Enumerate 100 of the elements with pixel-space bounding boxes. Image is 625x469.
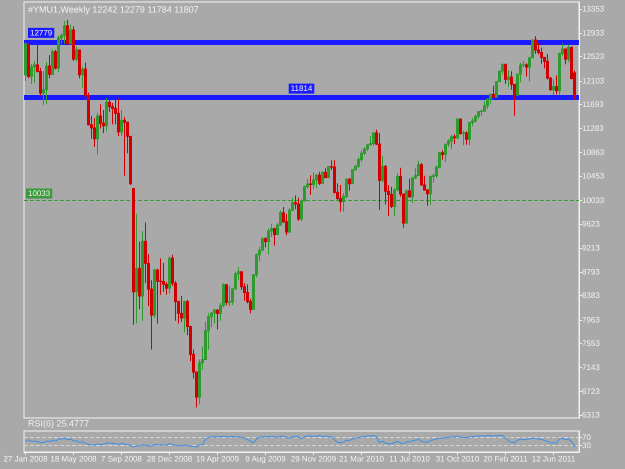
candlestick [324, 168, 327, 179]
candlestick [153, 268, 156, 318]
candlestick [309, 174, 312, 196]
candlestick [99, 104, 102, 129]
y-tick-label: 11283 [582, 124, 604, 133]
y-tick-label: 13353 [582, 4, 605, 14]
candlestick [555, 74, 558, 95]
candlestick [456, 118, 459, 140]
candlestick [273, 227, 276, 246]
candlestick [540, 47, 543, 64]
candlestick [327, 165, 330, 179]
y-tick-label: 6313 [582, 410, 600, 420]
candlestick [27, 43, 30, 79]
candlestick [105, 97, 108, 132]
candlestick [24, 42, 27, 82]
x-tick-label: 12 Jun 2011 [532, 454, 576, 464]
x-tick-label: 18 May 2008 [50, 454, 98, 464]
candlestick [297, 197, 300, 222]
y-tick-label: 12103 [582, 76, 605, 86]
candlestick [525, 62, 528, 77]
candlestick [213, 308, 216, 324]
y-tick-label: 7963 [582, 315, 600, 324]
candlestick [462, 130, 465, 146]
y-tick-label: 8793 [582, 268, 600, 277]
y-tick-label: 7553 [582, 339, 600, 348]
candlestick [69, 24, 72, 45]
y-tick-label: 7143 [582, 362, 600, 372]
candlestick [51, 48, 54, 76]
y-tick-label: 30 [582, 441, 592, 450]
y-tick-label: 8383 [582, 291, 600, 300]
candlestick [141, 230, 144, 322]
y-tick-label: 10863 [582, 148, 605, 158]
line-series [25, 434, 575, 448]
candlestick [417, 160, 420, 176]
candlestick [225, 284, 228, 306]
y-tick-label: 10033 [582, 196, 605, 205]
x-tick-label: 29 Nov 2009 [290, 454, 337, 464]
ref-line-label: 11814 [290, 84, 313, 94]
y-tick-label: 11693 [582, 100, 604, 110]
candlestick [183, 300, 186, 333]
candlestick [57, 34, 60, 73]
x-tick-label: 19 Apr 2009 [196, 454, 240, 464]
candlestick [459, 118, 462, 136]
candlestick [216, 308, 219, 330]
x-tick-label: 27 Jan 2008 [3, 454, 48, 464]
candlestick [465, 130, 468, 146]
candlestick [372, 132, 375, 146]
chart-title: #YMU1,Weekly 12242 12279 11784 11807 [28, 4, 199, 14]
candlestick [264, 236, 267, 248]
candlestick [120, 109, 123, 136]
ref-line-label: 12779 [30, 28, 53, 38]
candlestick [339, 184, 342, 212]
x-tick-label: 11 Jul 2010 [389, 454, 430, 464]
candlestick [567, 44, 570, 63]
candlestick [453, 134, 456, 145]
x-tick-label: 28 Dec 2008 [146, 454, 193, 464]
candlestick [135, 213, 138, 324]
candlestick [66, 19, 69, 46]
candlestick [486, 98, 489, 110]
y-tick-label: 9213 [582, 243, 600, 252]
y-tick-label: 6723 [582, 387, 600, 396]
candlestick [45, 62, 48, 105]
candlestick [450, 134, 453, 150]
candlestick [348, 178, 351, 192]
candlestick [381, 156, 384, 183]
candlestick [228, 286, 231, 307]
candlestick [33, 60, 36, 84]
candlestick [477, 110, 480, 120]
y-tick-label: 70 [582, 432, 592, 442]
candlestick [168, 256, 171, 294]
chart-title: RSI(6) 25.4777 [28, 418, 90, 428]
candlestick [378, 132, 381, 210]
candlestick [534, 36, 537, 54]
candlestick [48, 54, 51, 79]
candlestick [408, 178, 411, 198]
candlestick [441, 150, 444, 160]
x-tick-label: 20 Feb 2011 [483, 454, 528, 464]
candlestick [75, 46, 78, 62]
y-tick-label: 10453 [582, 172, 605, 181]
candlestick [117, 98, 120, 136]
candlestick [54, 49, 57, 70]
candlestick [180, 295, 183, 322]
candlestick [162, 262, 165, 292]
candlestick [132, 187, 135, 326]
candlestick [312, 172, 315, 190]
candlestick [315, 174, 318, 188]
candlestick [72, 26, 75, 62]
y-tick-label: 12933 [582, 28, 605, 38]
x-tick-label: 9 Aug 2009 [245, 454, 286, 464]
candlestick [504, 63, 507, 84]
candlestick [81, 66, 84, 88]
candlestick [552, 78, 555, 96]
candlestick [483, 100, 486, 112]
candlestick [267, 228, 270, 255]
x-tick-label: 31 Oct 2010 [436, 454, 480, 464]
candlestick [420, 162, 423, 187]
ref-line-label: 10033 [28, 188, 51, 198]
candlestick [63, 20, 66, 44]
candlestick [564, 48, 567, 65]
candlestick [123, 116, 126, 176]
